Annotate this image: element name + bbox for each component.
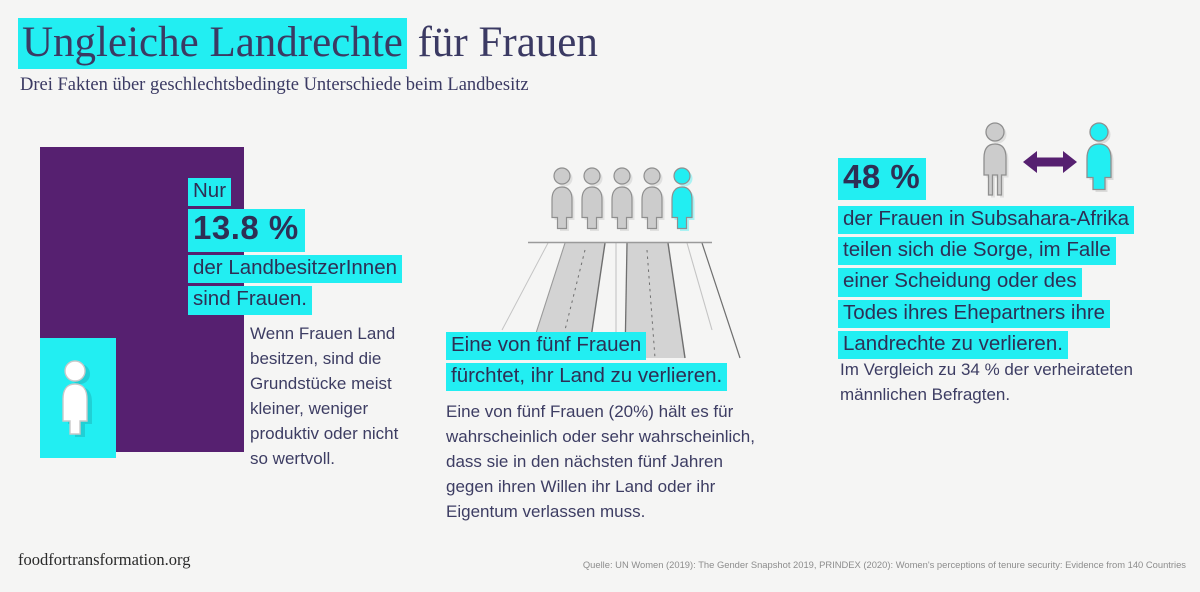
panel3-stat: 48 % bbox=[838, 158, 927, 203]
panel3-headline-line-1: der Frauen in Subsahara-Afrika bbox=[838, 206, 1135, 235]
panel1-headline-line-3: der LandbesitzerInnen bbox=[188, 255, 403, 284]
footer-source-citation: Quelle: UN Women (2019): The Gender Snap… bbox=[582, 559, 1186, 570]
figure-group-2 bbox=[581, 167, 605, 231]
panel3-headline-line-5: Landrechte zu verlieren. bbox=[838, 330, 1068, 359]
page-title-highlight: Ungleiche Landrechte bbox=[18, 18, 407, 69]
figure-group-5-highlighted bbox=[671, 167, 695, 231]
page-title: Ungleiche Landrechte für Frauen bbox=[18, 18, 598, 69]
panel1-body-text: Wenn Frauen Land besitzen, sind die Grun… bbox=[250, 324, 399, 468]
panel2-body-text: Eine von fünf Frauen (20%) hält es für w… bbox=[446, 402, 755, 521]
panel3-illustration bbox=[975, 118, 1125, 203]
panel3-body-text: Im Vergleich zu 34 % der verheirateten m… bbox=[840, 360, 1133, 404]
figure-group-1 bbox=[551, 167, 575, 231]
five-figures-and-fields-diagram bbox=[501, 167, 741, 359]
panel1-headline-line-1: Nur bbox=[188, 178, 232, 207]
panel1-headline: Nur 13.8 % der LandbesitzerInnen sind Fr… bbox=[188, 178, 403, 318]
panel1-headline-line-4: sind Frauen. bbox=[188, 286, 312, 315]
man-icon bbox=[983, 122, 1009, 198]
double-arrow-icon bbox=[1023, 151, 1077, 173]
man-woman-arrow-diagram bbox=[983, 122, 1114, 198]
figure-group-3 bbox=[611, 167, 635, 231]
panel3-headline-line-3: einer Scheidung oder des bbox=[838, 268, 1082, 297]
land-plots-group bbox=[501, 242, 741, 359]
panel3-stat-value: 48 % bbox=[838, 158, 927, 200]
panel2-headline-line-2: fürchtet, ihr Land zu verlieren. bbox=[446, 363, 728, 392]
page-title-rest: für Frauen bbox=[417, 19, 598, 66]
figure-group-4 bbox=[641, 167, 665, 231]
woman-icon bbox=[1086, 122, 1114, 192]
panel2-illustration bbox=[440, 160, 770, 360]
page-subtitle: Drei Fakten über geschlechtsbedingte Unt… bbox=[20, 75, 529, 95]
footer-website[interactable]: foodfortransformation.org bbox=[18, 550, 191, 569]
panel2-headline-line-1: Eine von fünf Frauen bbox=[446, 332, 647, 361]
panel3-headline-line-2: teilen sich die Sorge, im Falle bbox=[838, 237, 1116, 266]
panel2-headline: Eine von fünf Frauen fürchtet, ihr Land … bbox=[446, 332, 728, 394]
panel1-stat-value: 13.8 % bbox=[188, 209, 305, 253]
panel3-headline-line-4: Todes ihres Ehepartners ihre bbox=[838, 299, 1111, 328]
panel3-headline: der Frauen in Subsahara-Afrika teilen si… bbox=[838, 206, 1135, 362]
panel1-icon-tile bbox=[40, 338, 116, 458]
woman-icon bbox=[62, 360, 92, 437]
